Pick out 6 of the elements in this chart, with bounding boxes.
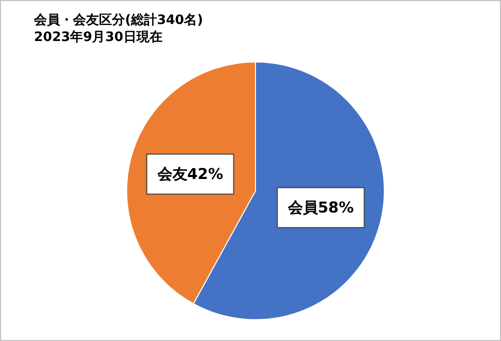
slice-label: 会友 — [156, 165, 188, 184]
chart-title: 会員・会友区分(総計340名) — [33, 12, 204, 28]
data-label: 42% — [187, 165, 224, 184]
slice-label: 会員 — [286, 198, 319, 217]
data-label: 58% — [318, 198, 354, 217]
chart-subtitle: 2023年9月30日現在 — [34, 30, 162, 45]
